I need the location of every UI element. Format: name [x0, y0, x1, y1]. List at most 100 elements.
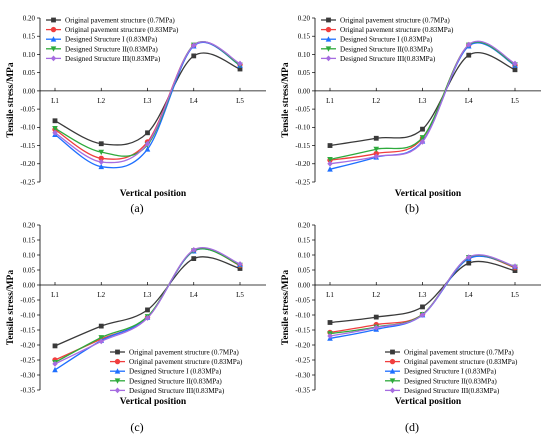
- x-axis-title: Vertical position: [395, 189, 462, 199]
- legend-item: Original pavement structure (0.83MPa): [110, 358, 243, 366]
- legend-item: Designed Structure II(0.83MPa): [110, 377, 222, 385]
- data-point: [237, 60, 243, 67]
- y-tick-label: -0.05: [20, 296, 35, 304]
- y-tick-label: -0.05: [295, 296, 310, 304]
- data-point: [327, 143, 333, 148]
- legend-item: Designed Structure II(0.83MPa): [321, 45, 433, 53]
- data-point: [52, 118, 58, 124]
- data-point: [466, 260, 472, 266]
- y-axis-title: Tensile stress/MPa: [6, 62, 16, 137]
- x-axis-title: Vertical position: [395, 397, 462, 407]
- data-point: [373, 153, 379, 160]
- y-tick-label: 0.00: [23, 87, 36, 95]
- data-point: [512, 67, 518, 73]
- data-point: [145, 307, 150, 313]
- y-tick-label: 0.15: [298, 33, 311, 41]
- series-1: [327, 52, 518, 148]
- series-5: [327, 254, 518, 339]
- y-axis-title: Tensile stress/MPa: [281, 62, 291, 137]
- data-point: [512, 268, 518, 273]
- y-tick-label: -0.25: [20, 356, 35, 364]
- y-tick-label: -0.20: [20, 341, 35, 349]
- series-line: [54, 41, 241, 169]
- x-tick-label: L1: [326, 291, 334, 299]
- y-tick-label: -0.15: [295, 326, 310, 334]
- data-point: [237, 66, 243, 72]
- data-point: [327, 166, 333, 172]
- legend-swatch-marker: [50, 55, 57, 62]
- y-tick-label: -0.10: [295, 124, 310, 132]
- data-point: [419, 139, 426, 145]
- series-line: [54, 247, 241, 361]
- series-line: [54, 248, 241, 363]
- data-point: [191, 247, 197, 253]
- y-tick-label: 0.15: [298, 236, 311, 244]
- x-tick-label: L5: [511, 97, 519, 105]
- y-tick-label: -0.10: [20, 124, 35, 132]
- legend-swatch-marker: [389, 358, 396, 365]
- data-point: [512, 263, 518, 270]
- chart-panel-a: 0.20 0.15 0.10 0.05 0.00 -0.05 -0.10 -0.15 -0.20…: [0, 0, 275, 219]
- data-point: [144, 140, 151, 147]
- chart-a-svg: 0.20 0.15 0.10 0.05 0.00 -0.05 -0.10 -0.15 -0.20…: [6, 14, 266, 215]
- data-point: [373, 314, 379, 320]
- y-tick-label: 0.05: [298, 69, 311, 77]
- x-tick-label: L3: [419, 291, 427, 299]
- legend-label: Designed Structure III(0.83MPa): [404, 387, 500, 395]
- legend-item: Designed Structure II(0.83MPa): [46, 45, 158, 53]
- y-tick-label: -0.10: [20, 311, 35, 319]
- y-tick-label: -0.25: [295, 178, 310, 186]
- y-tick-label: -0.35: [295, 386, 310, 394]
- legend-label: Original pavement structure (0.7MPa): [340, 17, 450, 25]
- y-tick-label: -0.15: [20, 142, 35, 150]
- y-tick-label: 0.10: [23, 251, 36, 259]
- data-point: [327, 157, 333, 163]
- legend-item: Original pavement structure (0.83MPa): [46, 26, 179, 34]
- legend-item: Designed Structure I (0.83MPa): [321, 36, 433, 44]
- legend: Original pavement structure (0.7MPa)Orig…: [46, 17, 179, 63]
- y-tick-label: -0.20: [295, 160, 310, 168]
- series-line: [54, 41, 241, 164]
- x-tick-label: L2: [372, 291, 380, 299]
- chart-panel-b: 0.20 0.15 0.10 0.05 0.00 -0.05 -0.10 -0.15 -0.20…: [275, 0, 550, 219]
- x-tick-label: L5: [236, 291, 244, 299]
- y-tick-label: -0.20: [295, 341, 310, 349]
- legend-swatch-marker: [326, 17, 331, 23]
- x-tick-label: L5: [236, 97, 244, 105]
- legend-label: Original pavement structure (0.7MPa): [404, 349, 514, 357]
- data-point: [98, 159, 104, 165]
- legend-item: Designed Structure III(0.83MPa): [385, 387, 500, 395]
- x-tick-label: L3: [144, 97, 152, 105]
- data-point: [52, 361, 58, 367]
- legend-label: Designed Structure II(0.83MPa): [65, 45, 158, 53]
- x-tick-label: L2: [372, 97, 380, 105]
- y-tick-label: -0.10: [295, 311, 310, 319]
- legend-item: Original pavement structure (0.7MPa): [321, 17, 450, 25]
- legend-swatch-marker: [115, 349, 120, 355]
- series-1: [327, 260, 518, 325]
- legend-item: Designed Structure II(0.83MPa): [385, 377, 497, 385]
- data-point: [373, 150, 379, 157]
- legend-label: Designed Structure I (0.83MPa): [129, 368, 222, 376]
- data-point: [144, 315, 151, 321]
- legend-label: Original pavement structure (0.83MPa): [65, 26, 179, 34]
- legend-swatch-marker: [114, 387, 121, 394]
- y-tick-label: 0.15: [23, 236, 36, 244]
- legend-swatch-marker: [50, 46, 57, 52]
- legend-swatch-marker: [325, 55, 332, 62]
- data-point: [237, 261, 243, 267]
- data-point: [145, 130, 150, 136]
- y-tick-label: 0.20: [23, 14, 36, 22]
- x-tick-label: L5: [511, 291, 519, 299]
- data-point: [420, 126, 425, 132]
- y-tick-label: 0.00: [298, 87, 311, 95]
- data-point: [373, 324, 379, 331]
- legend-label: Original pavement structure (0.83MPa): [129, 358, 243, 366]
- series-line: [329, 41, 516, 161]
- legend-label: Original pavement structure (0.7MPa): [129, 349, 239, 357]
- legend-label: Original pavement structure (0.7MPa): [65, 17, 175, 25]
- series-line: [54, 256, 241, 347]
- y-tick-label: 0.15: [23, 33, 36, 41]
- legend-swatch-marker: [325, 36, 332, 42]
- y-tick-label: -0.20: [20, 160, 35, 168]
